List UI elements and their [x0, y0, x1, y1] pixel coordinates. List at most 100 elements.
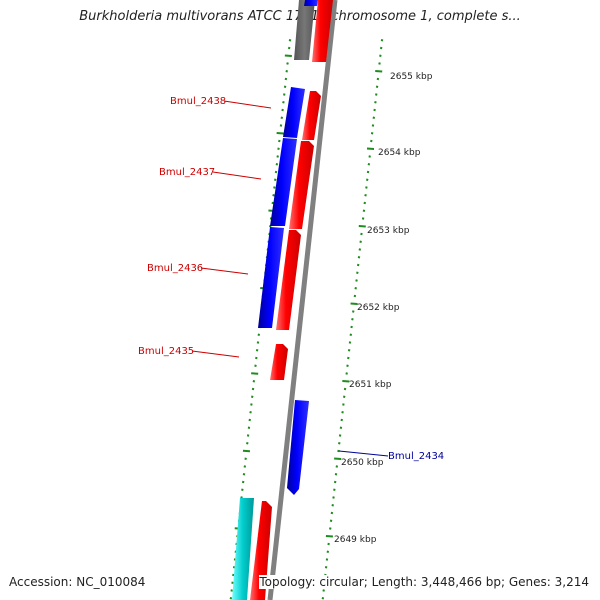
tick-minor [283, 85, 287, 88]
tick-major [325, 535, 333, 538]
tick-minor [343, 387, 347, 391]
tick-minor [240, 496, 243, 499]
tick-minor [347, 349, 351, 352]
gene-label-bmul-2436[interactable]: Bmul_2436 [147, 263, 203, 274]
tick-minor [274, 170, 278, 174]
leader-line-bmul-2435 [191, 350, 240, 358]
tick-minor [288, 39, 292, 42]
gene-label-bmul-2438[interactable]: Bmul_2438 [170, 96, 226, 107]
leader-line-bmul-2437 [212, 171, 262, 180]
tick-minor [342, 403, 345, 406]
tick-minor [327, 542, 330, 546]
tick-minor [324, 566, 328, 569]
scale-label-2654: 2654 kbp [378, 148, 421, 158]
feature-grey-top[interactable] [294, 0, 315, 60]
tick-minor [248, 418, 251, 422]
tick-minor [329, 527, 332, 530]
leader-line-bmul-2438 [223, 100, 272, 109]
tick-minor [339, 426, 343, 429]
tick-minor [280, 116, 284, 119]
tick-minor [356, 263, 360, 267]
tick-minor [335, 465, 339, 468]
tick-minor [244, 457, 247, 460]
tick-minor [246, 434, 250, 437]
tick-minor [362, 209, 366, 212]
tick-major [342, 380, 350, 383]
tick-minor [252, 380, 256, 383]
tick-minor [352, 310, 355, 313]
tick-minor [375, 85, 379, 88]
tick-minor [363, 201, 366, 205]
tick-minor [360, 232, 363, 236]
tick-minor [379, 46, 383, 50]
feature-bmul-2438[interactable] [283, 87, 305, 138]
tick-minor [330, 511, 334, 515]
tick-minor [277, 147, 280, 150]
summary-text: Topology: circular; Length: 3,448,466 bp… [259, 575, 589, 589]
tick-minor [321, 597, 325, 600]
feature-bmul-2436[interactable] [258, 227, 284, 328]
tick-minor [241, 488, 244, 491]
tick-minor [341, 411, 344, 414]
tick-minor [380, 39, 384, 42]
tick-minor [247, 426, 251, 429]
feature-red-2436-adjacent[interactable] [276, 230, 301, 330]
gene-label-bmul-2435[interactable]: Bmul_2435 [138, 346, 194, 357]
tick-minor [364, 194, 367, 197]
tick-minor [241, 480, 245, 484]
scale-labels: 2655 kbp 2654 kbp 2653 kbp 2652 kbp 2651… [334, 72, 433, 545]
tick-minor [257, 333, 261, 336]
scale-label-2651: 2651 kbp [349, 380, 392, 390]
tick-major [366, 147, 375, 150]
tick-major [284, 54, 292, 57]
tick-minor [251, 387, 255, 391]
tick-minor [353, 294, 357, 298]
tick-minor [334, 473, 338, 476]
tick-minor [281, 108, 284, 112]
tick-minor [250, 403, 253, 406]
tick-minor [355, 279, 358, 282]
tick-minor [273, 178, 277, 181]
tick-minor [231, 581, 234, 584]
feature-red-2437-adjacent[interactable] [289, 141, 314, 229]
tick-minor [375, 93, 378, 96]
feature-bmul-2437[interactable] [270, 138, 297, 226]
scale-label-2655: 2655 kbp [390, 72, 433, 82]
gene-labels: Bmul_2438 Bmul_2437 Bmul_2436 Bmul_2435 … [138, 96, 444, 462]
tick-minor [242, 473, 246, 476]
tick-minor [325, 558, 329, 561]
leader-line-bmul-2434 [338, 450, 389, 457]
tick-minor [372, 116, 376, 119]
tick-minor [350, 325, 353, 329]
tick-minor [275, 163, 279, 166]
tick-minor [256, 341, 260, 344]
feature-red-top[interactable] [312, 0, 333, 62]
tick-minor [356, 271, 359, 274]
tick-major [358, 225, 366, 228]
feature-cyan-bottom[interactable] [232, 498, 254, 600]
tick-minor [379, 54, 382, 57]
tick-minor [333, 480, 337, 484]
tick-minor [287, 46, 291, 50]
tick-major [350, 302, 358, 305]
tick-minor [338, 434, 342, 437]
tick-minor [254, 364, 257, 367]
tick-minor [373, 108, 376, 112]
feature-blue-top[interactable] [304, 0, 318, 6]
gene-label-bmul-2434[interactable]: Bmul_2434 [388, 451, 444, 462]
tick-minor [255, 349, 259, 352]
tick-minor [359, 240, 362, 243]
tick-minor [276, 155, 279, 158]
tick-minor [342, 395, 346, 398]
tick-minor [246, 442, 249, 445]
tick-minor [367, 163, 371, 166]
tick-minor [358, 248, 362, 251]
tick-major [251, 372, 259, 375]
feature-red-2438-adjacent[interactable] [302, 91, 321, 140]
feature-bmul-2435[interactable] [270, 344, 288, 380]
gene-label-bmul-2437[interactable]: Bmul_2437 [159, 167, 215, 178]
feature-bmul-2434[interactable] [287, 400, 309, 495]
tick-minor [365, 186, 368, 189]
tick-minor [255, 356, 258, 360]
